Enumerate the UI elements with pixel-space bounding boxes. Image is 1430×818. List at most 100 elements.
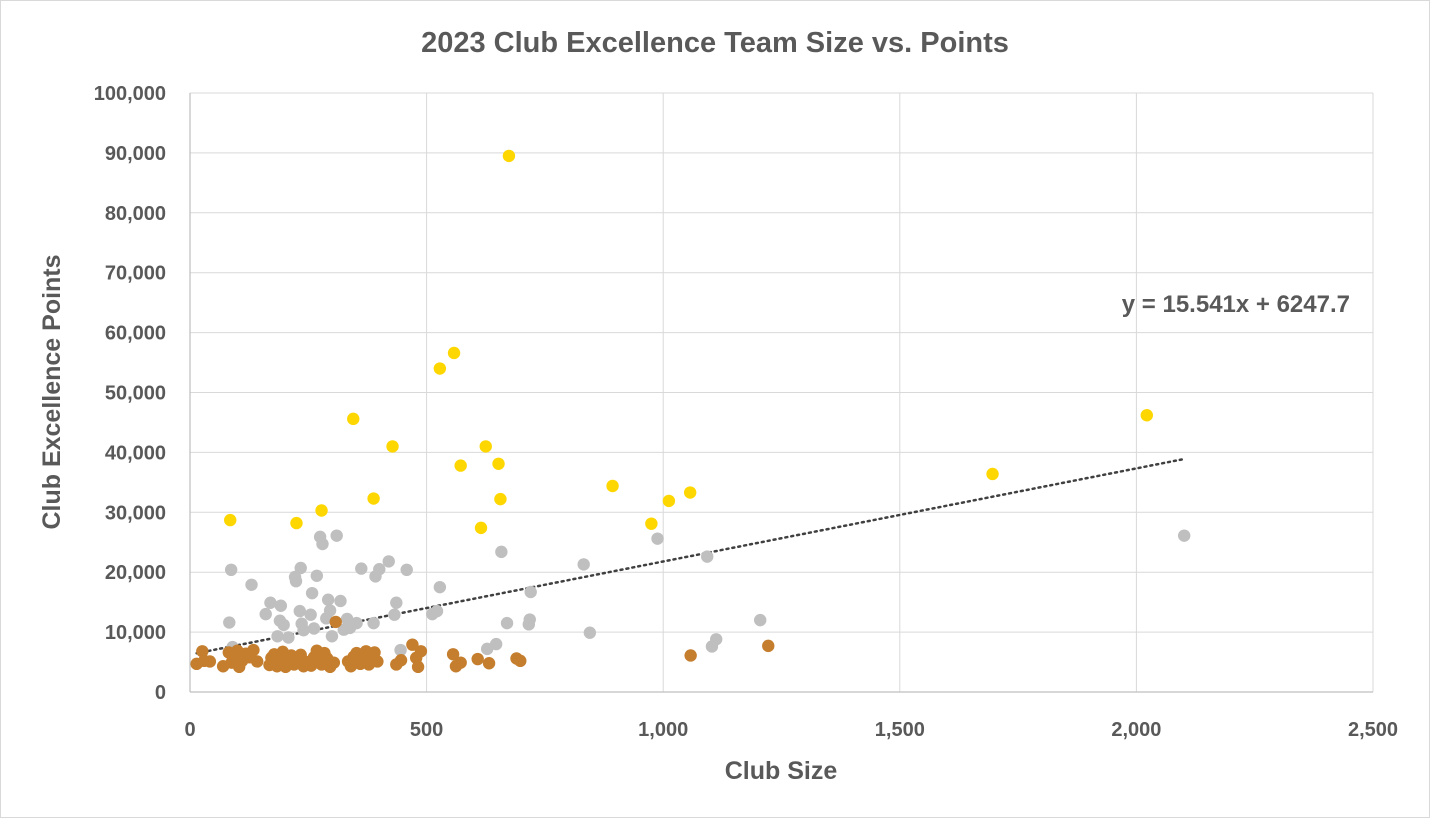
data-point xyxy=(390,596,403,609)
data-point xyxy=(382,555,395,568)
data-point xyxy=(394,643,407,657)
y-tick-label: 30,000 xyxy=(105,502,166,524)
data-point xyxy=(367,616,380,630)
data-point xyxy=(411,660,425,674)
y-axis-title: Club Excellence Points xyxy=(38,254,66,529)
data-point xyxy=(315,504,328,517)
data-point xyxy=(224,513,237,527)
data-point xyxy=(471,652,484,666)
data-point xyxy=(406,638,419,651)
data-point xyxy=(400,563,413,577)
data-point xyxy=(474,521,488,535)
data-point xyxy=(250,655,264,668)
data-point xyxy=(307,622,321,635)
data-point xyxy=(709,633,723,646)
data-point xyxy=(196,645,209,658)
data-point xyxy=(577,558,590,571)
data-point xyxy=(645,517,658,530)
data-point xyxy=(433,580,447,594)
data-point xyxy=(489,637,503,651)
y-tick-label: 100,000 xyxy=(94,83,166,105)
data-point xyxy=(203,655,217,668)
data-point xyxy=(454,459,467,472)
data-point xyxy=(482,657,496,670)
data-point xyxy=(606,479,619,493)
y-tick-label: 0 xyxy=(155,682,166,704)
data-point xyxy=(310,569,324,582)
data-point xyxy=(290,516,303,530)
x-tick-label: 500 xyxy=(410,719,443,741)
y-tick-label: 50,000 xyxy=(105,383,166,405)
data-point xyxy=(271,630,284,643)
data-point xyxy=(330,529,343,542)
data-point xyxy=(446,648,460,661)
data-point xyxy=(433,362,447,375)
data-point xyxy=(388,608,401,621)
data-point xyxy=(683,486,697,499)
trendline-equation: y = 15.541x + 6247.7 xyxy=(1122,291,1350,318)
data-point xyxy=(327,656,341,669)
data-point xyxy=(662,494,676,508)
data-point xyxy=(523,613,536,626)
y-tick-label: 40,000 xyxy=(105,442,166,464)
data-point xyxy=(247,643,260,657)
y-tick-label: 20,000 xyxy=(105,562,166,584)
data-point xyxy=(754,613,767,627)
data-point xyxy=(316,537,329,551)
chart-title: 2023 Club Excellence Team Size vs. Point… xyxy=(421,27,1009,59)
data-point xyxy=(282,631,295,644)
axes xyxy=(189,93,1373,693)
data-point xyxy=(701,550,714,563)
data-point xyxy=(494,492,507,506)
data-point xyxy=(762,639,775,653)
x-tick-label: 1,500 xyxy=(875,719,925,741)
data-point xyxy=(274,599,288,612)
data-point xyxy=(325,630,339,643)
data-point xyxy=(371,655,384,668)
x-tick-label: 2,500 xyxy=(1348,719,1398,741)
data-point xyxy=(684,649,697,662)
data-point xyxy=(305,586,319,600)
y-tick-label: 80,000 xyxy=(105,203,166,225)
data-point xyxy=(986,467,999,481)
data-point xyxy=(293,604,306,618)
data-point xyxy=(264,596,277,609)
data-point xyxy=(289,574,303,588)
data-point xyxy=(323,604,337,617)
data-point xyxy=(454,656,467,669)
y-tick-label: 60,000 xyxy=(105,323,166,345)
data-point xyxy=(414,645,428,658)
data-point xyxy=(334,594,347,608)
data-point xyxy=(502,149,516,163)
data-point xyxy=(223,616,236,629)
data-point xyxy=(321,593,335,606)
data-point xyxy=(355,562,368,575)
data-point xyxy=(297,624,310,637)
data-point xyxy=(329,615,342,629)
y-tick-label: 90,000 xyxy=(105,143,166,165)
data-point xyxy=(350,616,363,630)
data-point xyxy=(224,563,238,577)
data-point xyxy=(386,440,399,453)
x-axis-title: Club Size xyxy=(725,757,838,785)
data-point xyxy=(245,578,258,591)
data-point xyxy=(294,561,307,575)
data-point xyxy=(373,563,386,576)
data-point xyxy=(344,660,358,673)
data-point xyxy=(367,492,380,505)
data-point xyxy=(277,618,290,632)
data-point xyxy=(479,440,492,453)
data-point xyxy=(500,616,514,630)
data-point xyxy=(1140,409,1154,422)
data-point xyxy=(651,532,664,545)
data-point xyxy=(394,654,408,667)
data-point xyxy=(259,607,272,621)
x-tick-label: 2,000 xyxy=(1111,719,1161,741)
x-tick-label: 0 xyxy=(184,719,195,741)
data-point xyxy=(524,585,537,599)
data-point xyxy=(492,457,505,470)
tick-labels: 0 10,000 20,000 30,000 40,000 50,000 60,000 70,… xyxy=(94,83,1398,741)
